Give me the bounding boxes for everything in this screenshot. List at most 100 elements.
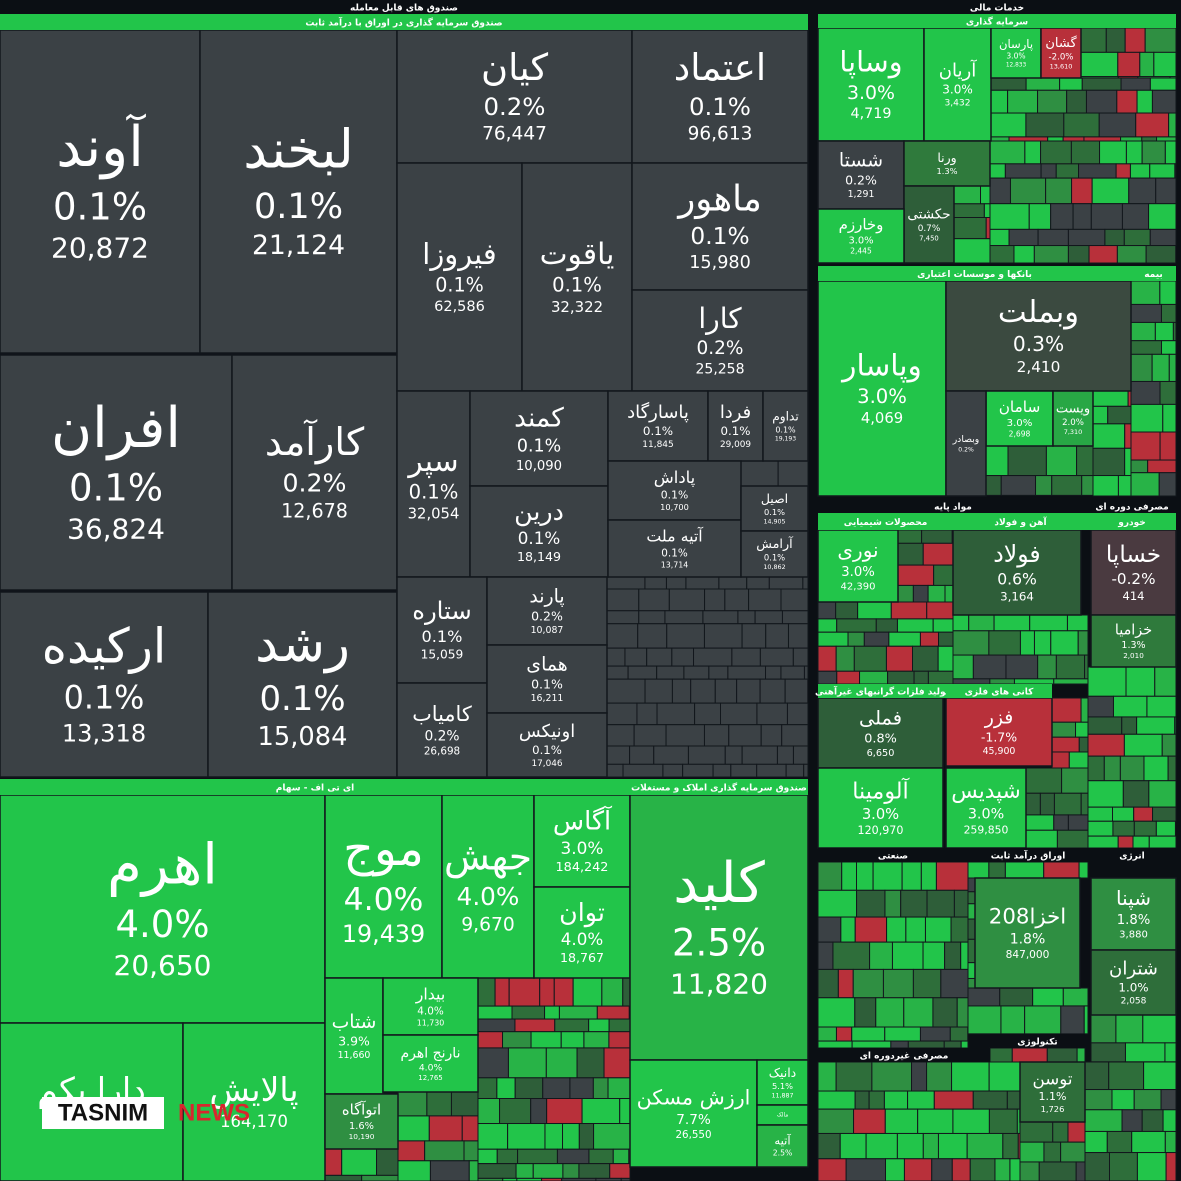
tile-change: 0.1% — [689, 92, 751, 121]
filler-tile — [926, 601, 954, 620]
filler-tile — [897, 564, 935, 586]
tile-change: 0.1% — [552, 274, 602, 297]
filler-tile — [508, 977, 541, 1007]
filler-tile — [1148, 780, 1177, 808]
tile — [1090, 614, 1177, 668]
tiles: آوند0.1%20,872لبخند0.1%21,124افران0.1%36… — [0, 27, 1177, 1181]
filler-tile — [1080, 792, 1089, 816]
filler-tile — [786, 702, 809, 726]
filler-tile — [985, 216, 991, 240]
tile-change: 0.8% — [864, 732, 897, 747]
filler-tile — [888, 631, 921, 647]
tile-volume: 14,905 — [763, 518, 785, 525]
filler-tile — [903, 1158, 933, 1181]
filler-tile — [884, 1026, 921, 1042]
filler-tile — [653, 745, 689, 765]
filler-tile — [1019, 1141, 1045, 1163]
filler-tile — [746, 576, 770, 590]
filler-tile — [926, 889, 955, 918]
filler-tile — [1092, 390, 1129, 407]
filler-tile — [1124, 1042, 1166, 1063]
filler-tile — [687, 745, 726, 765]
tile-change: 0.1% — [531, 676, 563, 691]
filler-tile — [1076, 1047, 1086, 1063]
filler-tile — [1103, 755, 1121, 782]
filler-tile — [927, 584, 946, 603]
tile-name: شتاب — [332, 1012, 377, 1033]
tile-change: 0.1% — [775, 425, 796, 434]
tile-name: ورنا — [937, 150, 956, 166]
filler-tile — [933, 1090, 974, 1110]
filler-tile — [507, 1123, 546, 1150]
tile — [207, 591, 398, 778]
tile-volume: 120,970 — [858, 824, 904, 837]
filler-tile — [817, 1108, 855, 1134]
tile-volume: 11,887 — [771, 1092, 793, 1099]
tile-volume: 19,193 — [775, 436, 796, 443]
tile-volume: 12,678 — [281, 500, 348, 523]
filler-tile — [871, 1061, 913, 1092]
section-header: صنعتی — [878, 852, 908, 862]
filler-tile — [911, 1061, 928, 1092]
tile — [382, 1034, 479, 1093]
filler-tile — [993, 614, 1031, 632]
tile — [762, 390, 809, 462]
tile-name: همای — [526, 654, 567, 676]
filler-tile — [802, 576, 809, 590]
filler-tile — [1084, 1109, 1123, 1132]
filler-tile — [896, 1132, 924, 1160]
filler-tile — [1146, 695, 1177, 718]
filler-tile — [872, 861, 903, 891]
tile-name: اونیکس — [519, 721, 575, 742]
tile — [0, 794, 326, 1024]
filler-tile — [542, 1077, 571, 1100]
filler-tile — [556, 1148, 590, 1165]
tile-volume: 12,833 — [1006, 62, 1027, 68]
section-header-bar — [818, 0, 1176, 14]
filler-tile — [875, 997, 905, 1028]
filler-tile — [1004, 861, 1045, 879]
filler-tile — [817, 1040, 853, 1049]
filler-tile — [953, 238, 991, 264]
filler-tile — [683, 665, 710, 680]
filler-tile — [633, 724, 667, 747]
filler-tile — [461, 1115, 479, 1142]
filler-tile — [1066, 614, 1089, 632]
filler-tile — [668, 588, 706, 612]
filler-tile — [1052, 1121, 1069, 1143]
filler-tile — [1108, 1061, 1145, 1091]
tile-change: 0.1% — [409, 481, 459, 504]
filler-tile — [885, 1158, 905, 1181]
tile-name: فولاد — [993, 540, 1040, 568]
tile-volume: 12,765 — [418, 1074, 443, 1082]
filler-tile — [1105, 27, 1126, 53]
filler-tile — [656, 702, 696, 726]
tile-change: 3.0% — [1007, 418, 1033, 429]
filler-tile — [606, 647, 626, 667]
tile-change: 0.2% — [484, 92, 546, 121]
filler-tile — [1129, 163, 1151, 179]
filler-tile — [968, 614, 995, 632]
filler-tile — [499, 1098, 532, 1125]
filler-tile — [644, 678, 673, 704]
filler-tile — [817, 1132, 841, 1160]
filler-tile — [1117, 475, 1132, 497]
tile-name: خزامیا — [1115, 622, 1152, 638]
filler-tile — [1087, 666, 1127, 697]
filler-tile — [1055, 163, 1080, 179]
filler-tile — [1127, 390, 1132, 407]
filler-tile — [426, 1091, 452, 1117]
filler-tile — [1009, 177, 1047, 205]
filler-tile — [606, 665, 629, 680]
filler-tile — [1029, 614, 1068, 632]
filler-tile — [1050, 630, 1079, 656]
filler-tile — [1130, 472, 1160, 497]
section-header: سرمایه گذاری — [966, 16, 1028, 28]
tile-volume: 42,390 — [841, 582, 876, 593]
filler-tile — [1008, 228, 1039, 247]
filler-tile — [1087, 695, 1114, 718]
tile-name: ویست — [1056, 402, 1090, 417]
filler-tile — [741, 745, 778, 765]
tile-name: سپر — [406, 444, 458, 479]
